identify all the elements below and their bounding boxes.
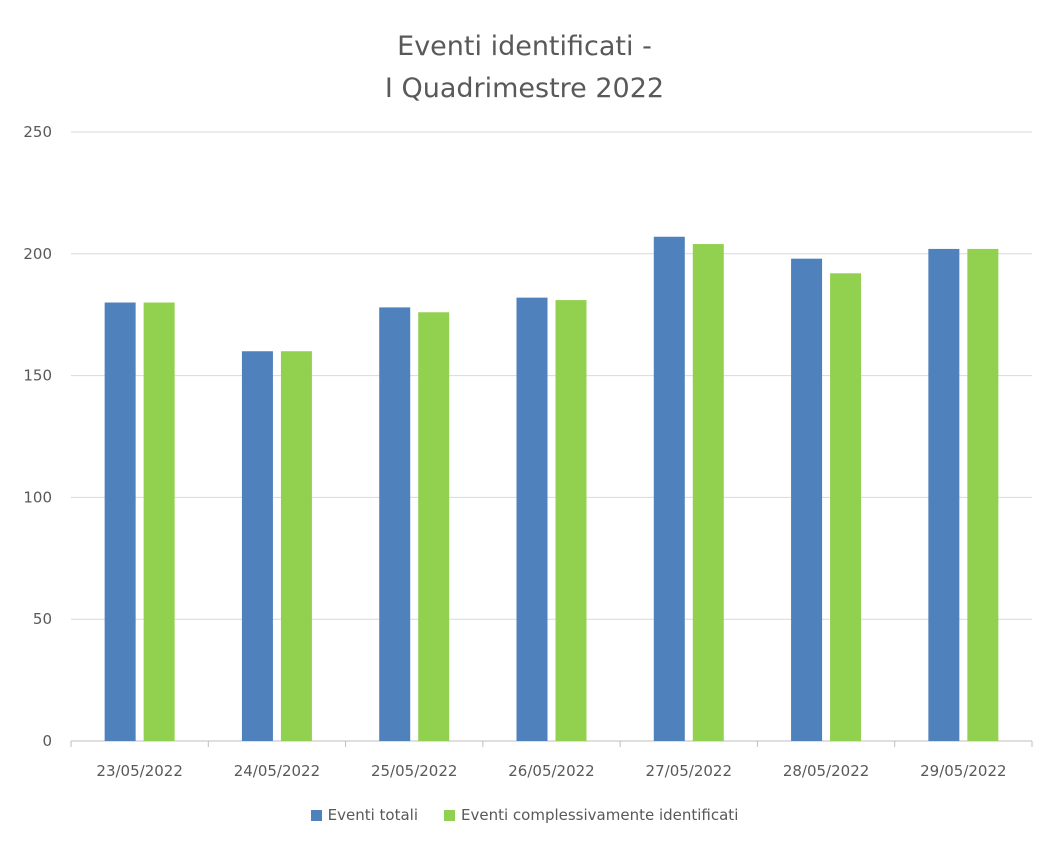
legend-label-eventi-identificati: Eventi complessivamente identificati — [461, 806, 739, 824]
chart-subtitle: I Quadrimestre 2022 — [384, 73, 665, 104]
x-tick-label: 27/05/2022 — [646, 762, 732, 780]
bar-eventi-identificati — [692, 244, 724, 741]
bar-eventi-totali — [379, 307, 411, 741]
x-tick-label: 28/05/2022 — [783, 762, 869, 780]
legend: Eventi totali Eventi complessivamente id… — [0, 806, 1049, 824]
legend-swatch-blue — [310, 809, 322, 821]
y-tick-label: 100 — [23, 488, 52, 506]
x-tick-label: 26/05/2022 — [508, 762, 594, 780]
x-tick-label: 23/05/2022 — [96, 762, 182, 780]
x-tick-label: 24/05/2022 — [234, 762, 320, 780]
y-tick-label: 50 — [33, 610, 52, 628]
bar-eventi-identificati — [143, 302, 175, 741]
legend-label-eventi-totali: Eventi totali — [327, 806, 418, 824]
legend-item-eventi-identificati: Eventi complessivamente identificati — [444, 806, 738, 824]
chart-title: Eventi identificati - — [397, 31, 652, 62]
bar-eventi-totali — [653, 236, 685, 742]
legend-swatch-green — [444, 809, 455, 821]
legend-item-eventi-totali: Eventi totali — [310, 806, 418, 824]
x-tick-label: 25/05/2022 — [371, 762, 457, 780]
y-tick-label: 150 — [23, 367, 52, 385]
x-tick-label: 29/05/2022 — [920, 762, 1006, 780]
bar-eventi-identificati — [280, 351, 312, 741]
bar-eventi-identificati — [830, 273, 862, 741]
bar-eventi-totali — [928, 248, 960, 742]
bar-eventi-identificati — [418, 312, 450, 741]
bar-eventi-totali — [241, 351, 273, 741]
bar-eventi-totali — [104, 302, 136, 741]
y-tick-label: 0 — [42, 732, 52, 750]
bar-eventi-identificati — [555, 300, 587, 741]
y-tick-label: 250 — [23, 123, 52, 141]
y-tick-label: 200 — [23, 245, 52, 263]
bar-eventi-totali — [791, 258, 823, 741]
bar-eventi-identificati — [967, 248, 999, 742]
bar-eventi-totali — [516, 297, 548, 741]
